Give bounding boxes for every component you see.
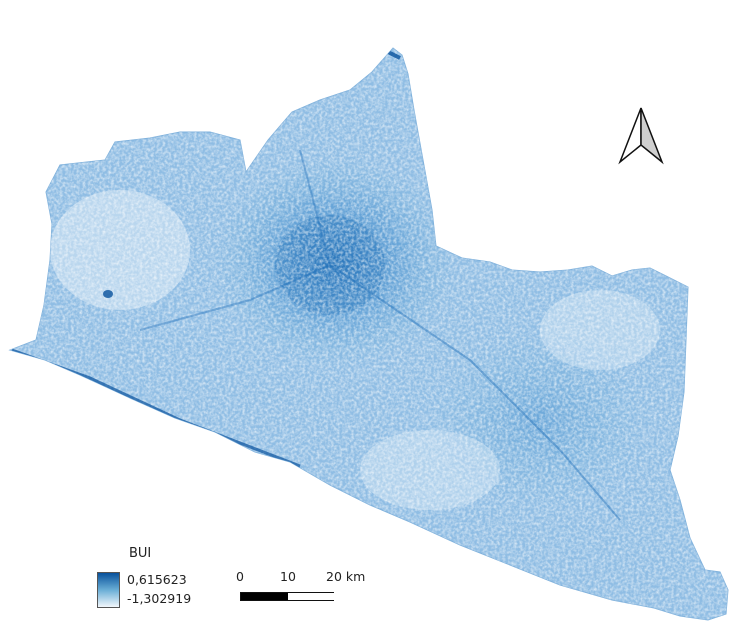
scale-label-0: 0 xyxy=(236,569,244,584)
reservoir-spot xyxy=(103,290,113,298)
north-tip-dark xyxy=(387,50,401,60)
scale-label-10: 10 xyxy=(280,569,296,584)
scale-label-20km: 20 km xyxy=(326,569,366,584)
legend-color-ramp xyxy=(97,572,120,608)
scale-bar-black-segment xyxy=(241,593,288,600)
legend-min-label: -1,302919 xyxy=(127,591,192,606)
scale-bar-white-segment xyxy=(288,593,335,600)
north-arrow-icon xyxy=(618,107,664,165)
legend-max-label: 0,615623 xyxy=(127,572,187,587)
road-line-3 xyxy=(299,149,331,266)
legend-title: BUI xyxy=(129,546,152,561)
road-line-1 xyxy=(329,264,621,521)
road-line-2 xyxy=(139,264,331,331)
scale-bar xyxy=(240,592,335,601)
